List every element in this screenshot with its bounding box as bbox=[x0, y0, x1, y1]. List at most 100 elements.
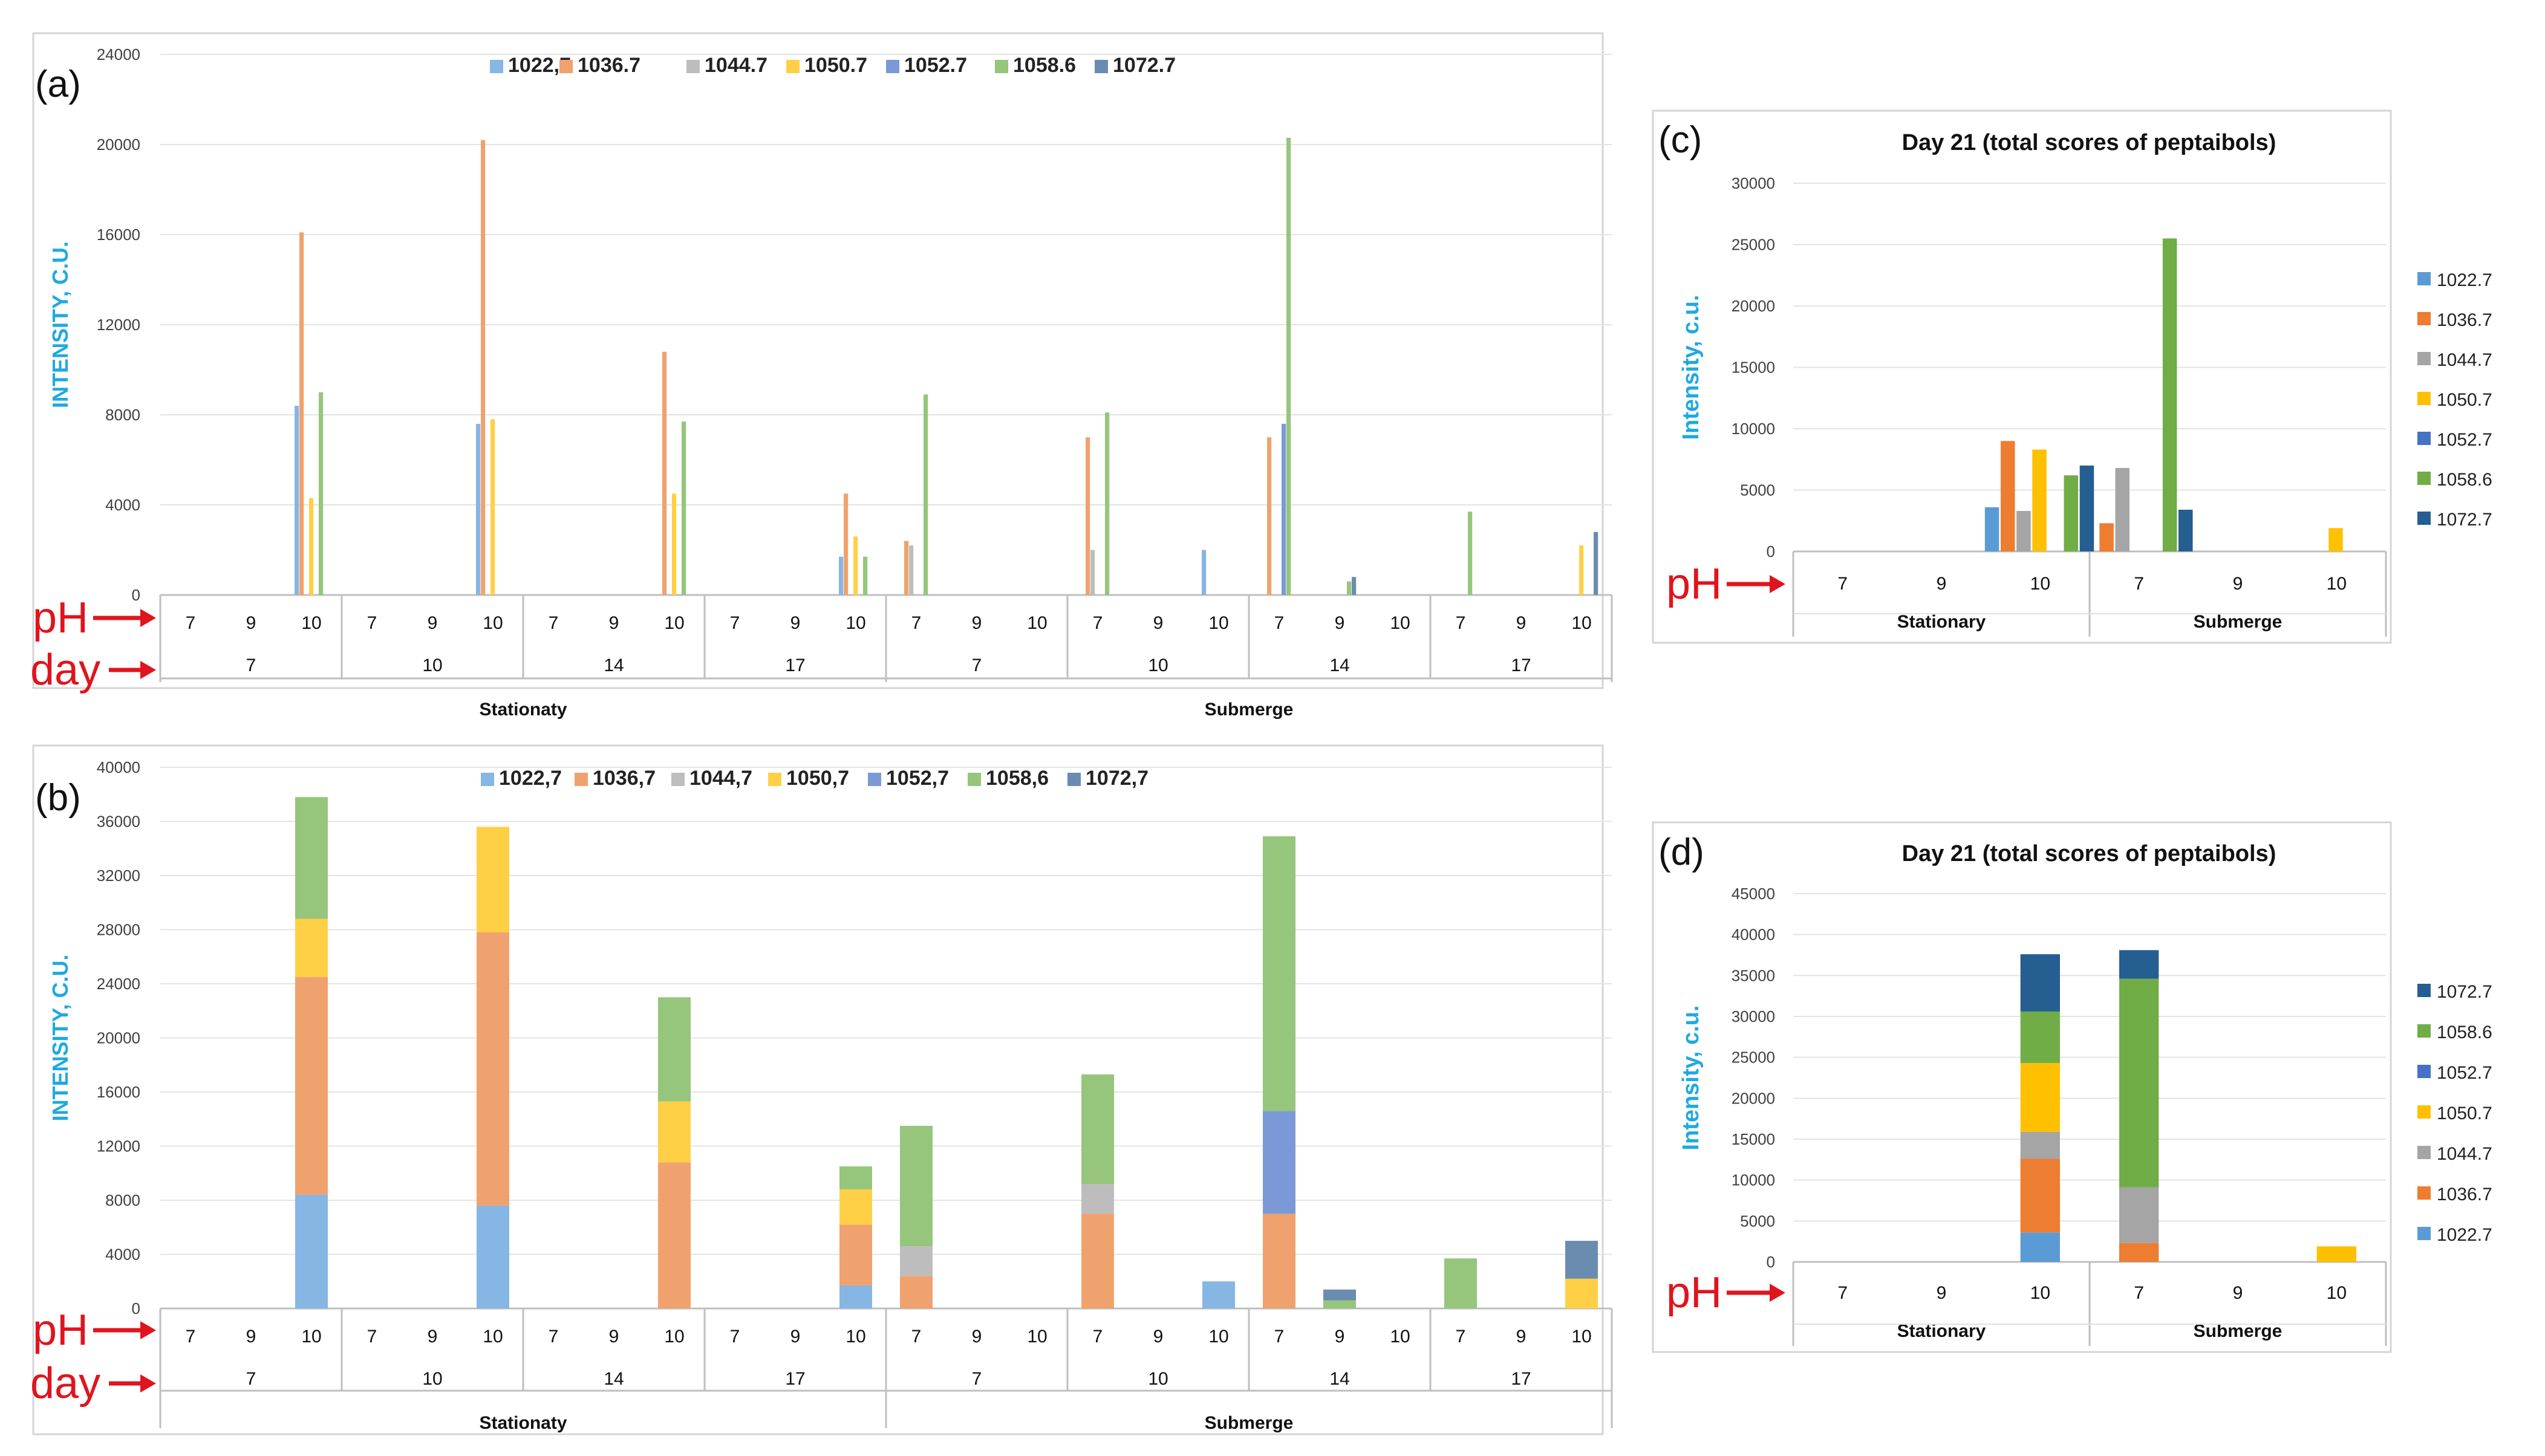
ph-tick-label: 10 bbox=[1027, 613, 1047, 633]
y-tick-label: 12000 bbox=[97, 1137, 140, 1155]
bar-segment-1058,6 bbox=[295, 797, 328, 919]
day-tick-label: 7 bbox=[972, 655, 982, 675]
bar-segment-1036.7 bbox=[2020, 1159, 2060, 1233]
ph-tick-label: 9 bbox=[972, 613, 982, 633]
panel-d: 0 5000 10000 15000 20000 25000 30000 35000 40000… bbox=[1652, 821, 2492, 1353]
ph-tick-label: 7 bbox=[1093, 1327, 1103, 1347]
bar-segment-1022.7 bbox=[2020, 1232, 2060, 1262]
pH-arrow-head bbox=[140, 1321, 156, 1339]
y-tick-label: 16000 bbox=[97, 226, 140, 244]
bar-segment-1050,7 bbox=[839, 1189, 872, 1225]
ph-tick-label: 9 bbox=[609, 613, 619, 633]
legend-label: 1050.7 bbox=[2437, 390, 2492, 410]
ph-tick-label: 7 bbox=[2134, 1283, 2144, 1303]
y-tick-label: 45000 bbox=[1732, 885, 1775, 903]
bar-segment-1022,7 bbox=[477, 1205, 509, 1308]
legend-label: 1050.7 bbox=[804, 54, 867, 77]
y-tick-label: 20000 bbox=[97, 135, 140, 154]
legend-label: 1072.7 bbox=[1113, 54, 1176, 77]
ph-tick-label: 7 bbox=[2134, 574, 2144, 594]
legend-label: 1036.7 bbox=[2437, 1185, 2492, 1204]
legend-label: 1058.6 bbox=[2437, 470, 2492, 490]
y-tick-label: 0 bbox=[132, 1299, 140, 1318]
condition-label: Stationaty bbox=[479, 1413, 567, 1433]
y-tick-label: 30000 bbox=[1732, 174, 1775, 192]
legend-label: 1044.7 bbox=[705, 54, 767, 77]
ph-tick-label: 9 bbox=[246, 613, 256, 633]
legend-label: 1044,7 bbox=[689, 767, 752, 790]
panel-c: 0 5000 10000 15000 20000 25000 30000 7 9 10 7 9 10 St… bbox=[1652, 109, 2492, 644]
y-tick-label: 16000 bbox=[97, 1083, 140, 1101]
ph-tick-label: 10 bbox=[846, 1327, 865, 1347]
legend-swatch bbox=[2417, 1146, 2431, 1159]
day-tick-label: 14 bbox=[1329, 1369, 1349, 1389]
legend-swatch bbox=[2417, 352, 2431, 365]
legend-swatch bbox=[2417, 432, 2431, 445]
pH-arrow-label: pH bbox=[1666, 1269, 1722, 1317]
bar-segment-1050,7 bbox=[658, 1101, 691, 1163]
legend-label: 1052.7 bbox=[2437, 430, 2492, 450]
legend-swatch bbox=[786, 60, 800, 73]
ph-tick-label: 10 bbox=[301, 613, 321, 633]
legend-label: 1072.7 bbox=[2437, 510, 2492, 530]
legend-label: 1052.7 bbox=[904, 54, 967, 77]
ph-tick-label: 7 bbox=[367, 1327, 377, 1347]
bar-1044.7 bbox=[2115, 467, 2130, 551]
pH-arrow-label: pH bbox=[1666, 560, 1722, 608]
bar-1050.7 bbox=[2328, 528, 2343, 551]
ph-tick-label: 10 bbox=[664, 1327, 684, 1347]
legend-label: 1050,7 bbox=[786, 767, 849, 790]
legend-swatch bbox=[2417, 392, 2431, 405]
bar-segment-1050,7 bbox=[295, 918, 328, 977]
legend-label: 1022.7 bbox=[2437, 270, 2492, 290]
condition-label: Submerge bbox=[1205, 1413, 1294, 1433]
legend-swatch bbox=[868, 773, 881, 786]
y-tick-label: 5000 bbox=[1740, 1212, 1775, 1230]
legend-label: 1036,7 bbox=[593, 767, 656, 790]
day-tick-label: 14 bbox=[1329, 655, 1349, 675]
bar-segment-1036,7 bbox=[477, 932, 509, 1206]
ph-tick-label: 7 bbox=[1837, 1283, 1848, 1303]
bar-1044.7 bbox=[2016, 511, 2031, 551]
y-tick-label: 4000 bbox=[105, 496, 140, 514]
ph-tick-label: 10 bbox=[1571, 1327, 1591, 1347]
bar-1058.6 bbox=[2162, 238, 2177, 552]
bar-segment-1036.7 bbox=[2119, 1243, 2159, 1262]
bar-segment-1044.7 bbox=[2119, 1187, 2159, 1243]
legend-swatch bbox=[671, 773, 685, 786]
bar-segment-1036,7 bbox=[839, 1224, 872, 1285]
ph-tick-label: 7 bbox=[911, 1327, 922, 1347]
day-arrow-head bbox=[140, 661, 156, 679]
y-axis-label: INTENSITY, C.U. bbox=[48, 241, 73, 408]
ph-tick-label: 9 bbox=[1516, 613, 1527, 633]
legend-label: 1058.6 bbox=[1013, 54, 1076, 77]
ph-tick-label: 7 bbox=[186, 1327, 196, 1347]
y-tick-label: 20000 bbox=[97, 1029, 140, 1047]
legend-swatch bbox=[481, 773, 494, 786]
bar-segment-1050.7 bbox=[2316, 1246, 2356, 1262]
ph-tick-label: 10 bbox=[2030, 574, 2050, 594]
ph-tick-label: 9 bbox=[2233, 1283, 2243, 1303]
ph-tick-label: 9 bbox=[2233, 574, 2243, 594]
bar-1022,7 bbox=[295, 406, 299, 595]
y-tick-label: 40000 bbox=[1732, 926, 1775, 944]
ph-tick-label: 7 bbox=[1837, 574, 1848, 594]
y-tick-label: 25000 bbox=[1732, 236, 1775, 254]
legend-label: 1052,7 bbox=[886, 767, 949, 790]
chart-title: Day 21 (total scores of peptaibols) bbox=[1902, 841, 2276, 866]
legend-swatch bbox=[995, 60, 1008, 73]
bar-1036.7 bbox=[2001, 441, 2015, 551]
bar-1036.7 bbox=[1267, 437, 1272, 595]
panel-label: (b) bbox=[35, 777, 81, 819]
bar-1058.6 bbox=[1347, 581, 1352, 595]
ph-tick-label: 9 bbox=[1335, 1327, 1345, 1347]
legend-swatch bbox=[559, 60, 573, 73]
bar-segment-1022,7 bbox=[1202, 1281, 1235, 1308]
y-tick-label: 20000 bbox=[1732, 1089, 1775, 1107]
panel-label: (c) bbox=[1658, 119, 1702, 161]
legend-label: 1044.7 bbox=[2437, 350, 2492, 370]
bar-segment-1058,6 bbox=[900, 1125, 933, 1247]
ph-tick-label: 9 bbox=[1516, 1327, 1527, 1347]
y-tick-label: 15000 bbox=[1732, 1130, 1775, 1148]
panel-label: (a) bbox=[35, 63, 81, 105]
